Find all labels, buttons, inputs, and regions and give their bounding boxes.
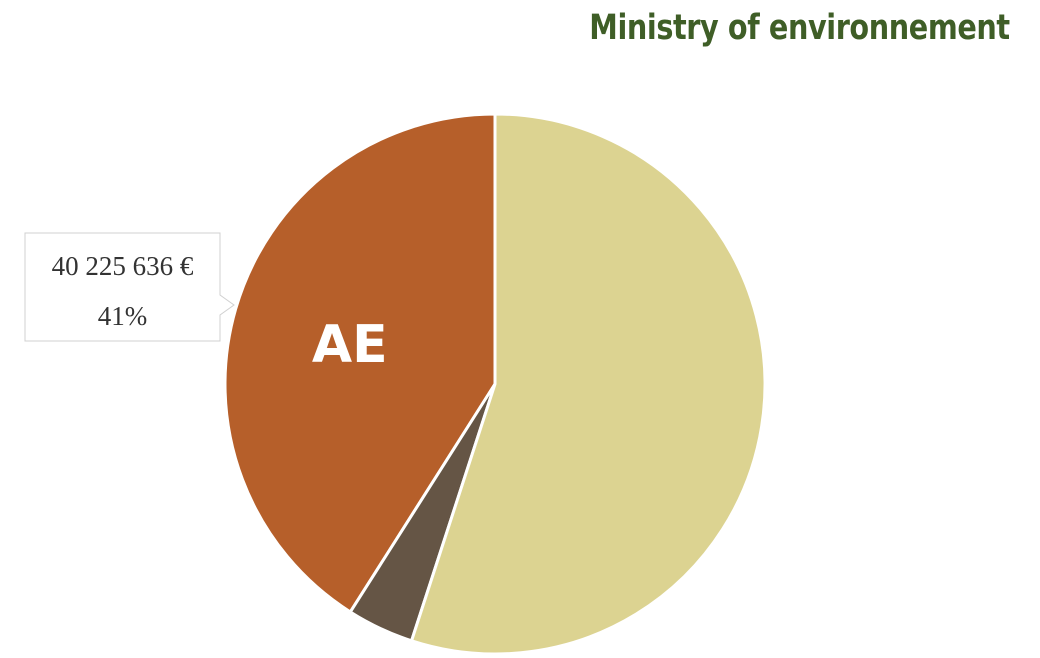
pie-labels: AE 40 225 636 € 41% [24, 232, 388, 375]
callout-box [24, 232, 235, 342]
page-title: Ministry of environnement [589, 8, 1011, 48]
pie-slices [223, 112, 767, 656]
callout-value: 40 225 636 € [52, 251, 194, 281]
pie-slice-3 [410, 112, 767, 656]
data-callout: 40 225 636 € 41% [24, 232, 235, 342]
slice-label-ae: AE [312, 315, 388, 375]
pie-slice-1 [223, 112, 497, 614]
callout-percent: 41% [98, 301, 148, 331]
